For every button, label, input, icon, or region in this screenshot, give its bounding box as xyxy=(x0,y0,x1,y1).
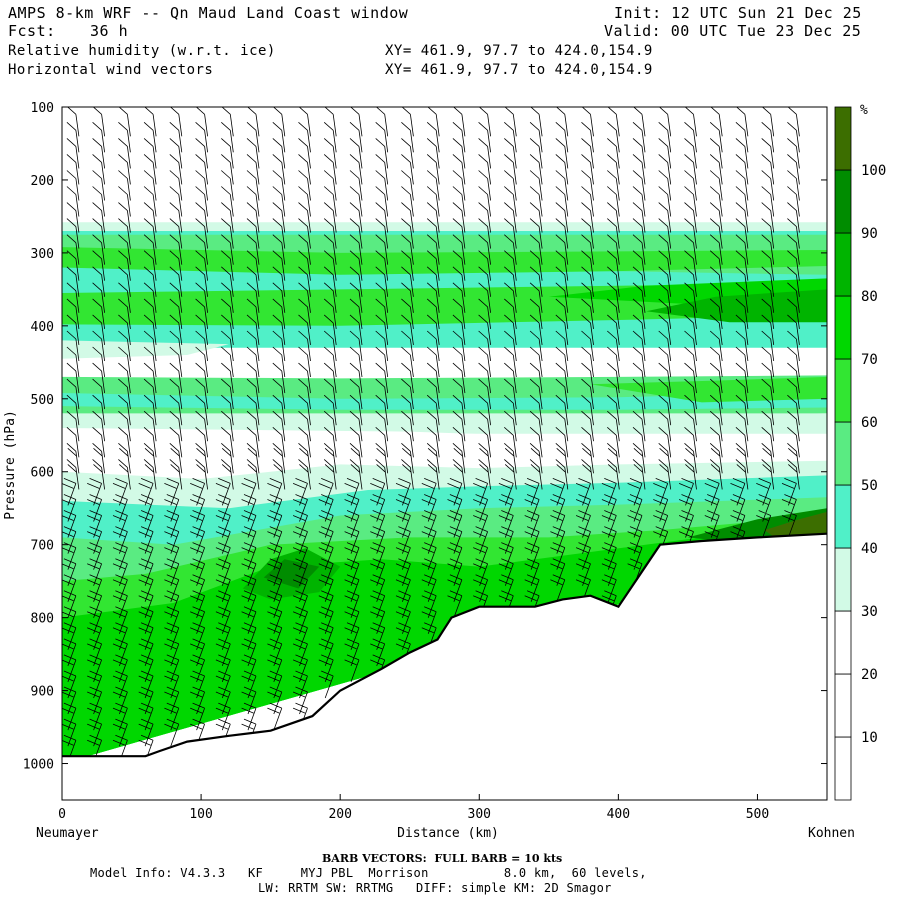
wind-barb-column xyxy=(473,107,491,618)
colorbar-tick-label: 70 xyxy=(861,352,878,368)
colorbar-segment xyxy=(834,295,852,360)
forecast-label: Fcst: xyxy=(8,22,56,40)
colorbar-tick-label: 60 xyxy=(861,415,878,431)
plot-frame xyxy=(61,106,828,801)
field-name-rh: Relative humidity (w.r.t. ice) xyxy=(8,43,276,59)
cross-section-xy-1: XY= 461.9, 97.7 to 424.0,154.9 xyxy=(385,43,653,59)
colorbar-tick-label: 50 xyxy=(861,478,878,494)
colorbar-tick-label: 30 xyxy=(861,604,878,620)
x-axis-label: Distance (km) xyxy=(397,826,499,841)
x-tick-label: 100 xyxy=(189,807,212,822)
forecast-hour: 36 h xyxy=(90,22,129,40)
model-info: Model Info: V4.3.3 KF MYJ PBL Morrison 8… xyxy=(90,866,647,880)
rh-region-mid-40 xyxy=(62,391,827,410)
wind-barb-column xyxy=(292,107,311,731)
colorbar-segment xyxy=(834,484,852,549)
wind-barb-column xyxy=(524,107,543,618)
colorbar-segment xyxy=(834,673,852,738)
wind-barb-column xyxy=(395,107,414,667)
wind-barb-column xyxy=(601,107,620,618)
wind-barb-column xyxy=(370,107,389,683)
y-axis-label: Pressure (hPa) xyxy=(3,410,18,520)
y-tick-label: 500 xyxy=(31,393,54,408)
colorbar-segment xyxy=(834,736,852,801)
wind-barb-column xyxy=(704,107,723,554)
barb-vectors-note: BARB VECTORS: FULL BARB = 10 kts xyxy=(322,852,563,865)
wind-barb-column xyxy=(627,107,646,586)
cross-section-xy-2: XY= 461.9, 97.7 to 424.0,154.9 xyxy=(385,62,653,78)
y-tick-label: 100 xyxy=(31,101,54,116)
chart-title: AMPS 8-km WRF -- Qn Maud Land Coast wind… xyxy=(8,4,409,22)
wind-barb-column xyxy=(447,107,466,618)
colorbar-tick-label: 90 xyxy=(861,226,878,242)
wind-barb-column xyxy=(498,107,517,618)
colorbar-tick-label: 10 xyxy=(861,730,878,746)
left-endpoint-label: Neumayer xyxy=(36,826,99,841)
wind-barb-column xyxy=(550,107,569,602)
colorbar-tick-label: 40 xyxy=(861,541,878,557)
x-tick-label: 500 xyxy=(746,807,769,822)
colorbar-tick-label: 20 xyxy=(861,667,878,683)
colorbar-segment xyxy=(834,610,852,675)
colorbar-tick-label: 80 xyxy=(861,289,878,305)
colorbar-segment xyxy=(834,547,852,612)
wind-barb-column xyxy=(112,107,131,763)
rh-region-mid-30 xyxy=(62,413,827,434)
y-tick-label: 900 xyxy=(31,685,54,700)
wind-barb-column xyxy=(756,107,775,538)
rh-region-upper-80 xyxy=(646,289,827,323)
rh-region-lower-90 xyxy=(263,559,320,589)
wind-barb-column xyxy=(215,107,234,747)
wind-barb-column xyxy=(421,107,440,650)
x-tick-label: 400 xyxy=(607,807,630,822)
y-tick-label: 300 xyxy=(31,247,54,262)
y-tick-label: 600 xyxy=(31,466,54,481)
rh-region-stratosphere xyxy=(62,107,827,228)
x-tick-label: 0 xyxy=(58,807,66,822)
y-tick-label: 800 xyxy=(31,612,54,627)
valid-time: Valid: 00 UTC Tue 23 Dec 25 xyxy=(604,22,862,40)
wind-barb-column xyxy=(62,107,80,763)
wind-barb-column xyxy=(164,107,183,747)
x-tick-label: 200 xyxy=(328,807,351,822)
rh-region-upper-60a xyxy=(62,247,827,275)
right-endpoint-label: Kohnen xyxy=(808,826,855,841)
wind-barb-column xyxy=(344,107,363,683)
wind-barb-column xyxy=(87,107,105,763)
wind-barb-column xyxy=(318,107,337,699)
colorbar-segment xyxy=(834,169,852,234)
colorbar-segment xyxy=(834,358,852,423)
y-tick-label: 200 xyxy=(31,174,54,189)
colorbar-segment xyxy=(834,106,852,171)
colorbar-unit: % xyxy=(860,103,868,118)
y-tick-label: 700 xyxy=(31,539,54,554)
field-name-wind: Horizontal wind vectors xyxy=(8,62,214,78)
rh-region-mid-60 xyxy=(590,376,827,403)
wind-barb-column xyxy=(241,107,260,747)
wind-barb-column xyxy=(653,107,672,554)
y-tick-label: 1000 xyxy=(23,758,54,773)
wind-barb-column xyxy=(781,107,800,538)
x-tick-label: 300 xyxy=(468,807,491,822)
colorbar-segment xyxy=(834,421,852,486)
wind-barb-column xyxy=(267,107,286,731)
wind-barb-column xyxy=(678,107,697,554)
colorbar-segment xyxy=(834,232,852,297)
terrain-surface-line xyxy=(62,532,827,758)
colorbar-tick-label: 100 xyxy=(861,163,886,179)
wind-barb-column xyxy=(730,107,749,554)
physics-info: LW: RRTM SW: RRTMG DIFF: simple KM: 2D S… xyxy=(258,881,612,895)
init-time: Init: 12 UTC Sun 21 Dec 25 xyxy=(614,4,862,22)
wind-barb-column xyxy=(190,107,208,747)
wind-barb-column xyxy=(575,107,594,602)
wind-barb-column xyxy=(138,107,157,763)
y-tick-label: 400 xyxy=(31,320,54,335)
